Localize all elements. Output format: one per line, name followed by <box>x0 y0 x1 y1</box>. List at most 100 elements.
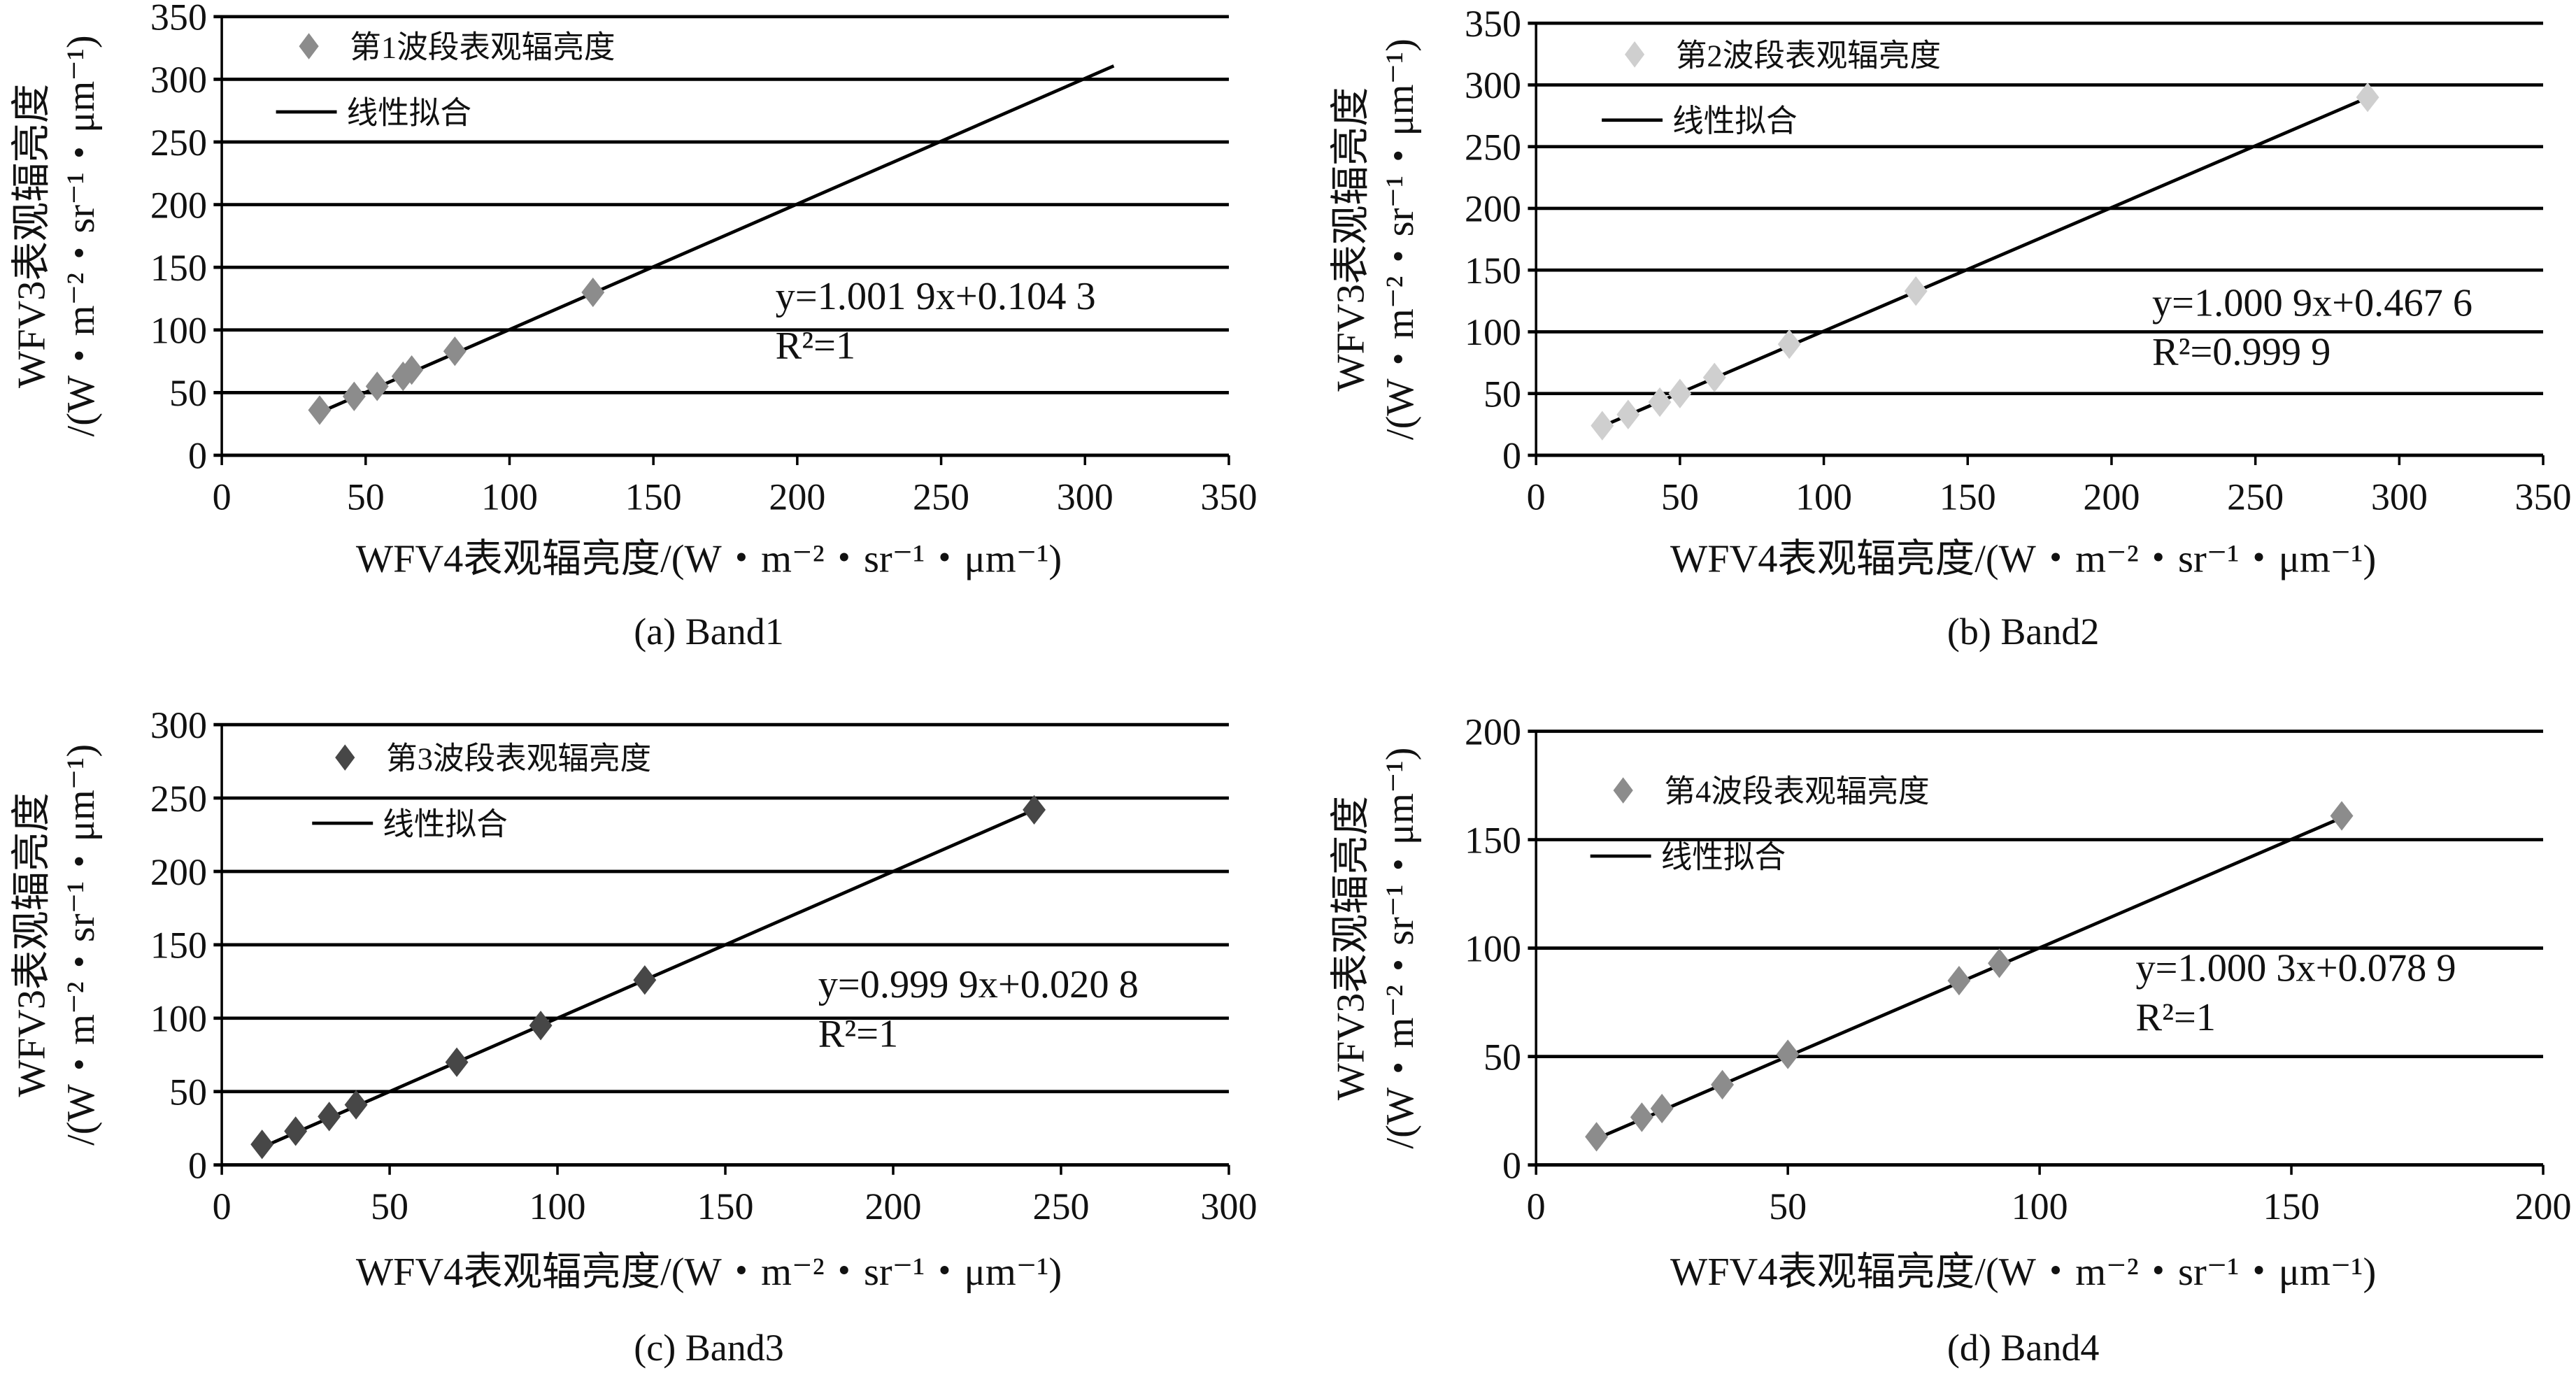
x-tick-label: 0 <box>1527 1185 1546 1227</box>
y-tick-label: 200 <box>150 851 207 893</box>
y-axis-label-line1: WFV3表观辐亮度 <box>10 84 53 388</box>
x-tick-label: 100 <box>1795 476 1852 518</box>
legend-fit-label: 线性拟合 <box>1661 840 1786 875</box>
data-point <box>633 965 657 995</box>
data-point <box>1650 1093 1674 1124</box>
y-tick-label: 200 <box>1465 188 1521 230</box>
x-tick-label: 0 <box>213 476 232 518</box>
x-tick-label: 250 <box>913 476 969 518</box>
legend-points-label: 第2波段表观辐亮度 <box>1676 38 1941 73</box>
chart-panel-2: 0 50 100 150 200 250 300 350 0 50 100 150 200 250 300 3… <box>1330 3 2572 653</box>
data-point <box>1777 329 1801 359</box>
x-tick-label: 50 <box>1661 476 1699 518</box>
legend-points-label: 第3波段表观辐亮度 <box>386 741 651 776</box>
y-tick-label: 0 <box>188 435 207 477</box>
data-point <box>1988 948 2011 978</box>
y-axis-label-line1: WFV3表观辐亮度 <box>1330 87 1373 391</box>
x-tick-label: 150 <box>2263 1185 2320 1227</box>
y-tick-label: 100 <box>1465 311 1521 353</box>
y-tick-label: 150 <box>150 925 207 967</box>
fit-equation: y=1.000 9x+0.467 6 <box>2152 281 2472 325</box>
x-tick-label: 350 <box>2515 476 2572 518</box>
data-point <box>1711 1069 1734 1100</box>
data-point <box>2330 801 2354 831</box>
x-tick-label: 150 <box>1940 476 1996 518</box>
x-tick-label: 200 <box>864 1185 921 1227</box>
y-tick-label: 150 <box>1465 250 1521 292</box>
panel-caption: (b) Band2 <box>1947 611 2100 653</box>
data-point <box>1904 276 1928 306</box>
x-axis-label: WFV4表观辐亮度/(W・m⁻²・sr⁻¹・μm⁻¹) <box>1670 1251 2376 1294</box>
data-point <box>1776 1039 1800 1069</box>
legend-fit-label: 线性拟合 <box>1672 104 1797 138</box>
y-axis-label-line1: WFV3表观辐亮度 <box>1330 796 1373 1100</box>
data-point <box>1702 362 1726 392</box>
fit-equation: y=1.000 3x+0.078 9 <box>2136 947 2456 990</box>
x-tick-label: 0 <box>1527 476 1546 518</box>
x-tick-label: 50 <box>371 1185 408 1227</box>
r-squared: R²=1 <box>776 324 855 367</box>
y-tick-label: 350 <box>1465 3 1521 45</box>
r-squared: R²=1 <box>818 1013 898 1056</box>
fit-line <box>1604 96 2369 427</box>
x-tick-label: 200 <box>2515 1185 2572 1227</box>
y-tick-label: 50 <box>1483 373 1521 415</box>
legend-marker <box>335 744 355 771</box>
data-point <box>342 381 366 411</box>
x-tick-label: 150 <box>697 1185 754 1227</box>
legend-fit-label: 线性拟合 <box>347 95 471 130</box>
x-tick-label: 300 <box>1200 1185 1257 1227</box>
data-point <box>1947 965 1971 996</box>
x-tick-label: 100 <box>481 476 538 518</box>
data-point <box>443 336 467 366</box>
y-axis-label-line2: /(W・m⁻²・sr⁻¹・μm⁻¹) <box>1379 748 1422 1149</box>
y-axis-label-line2: /(W・m⁻²・sr⁻¹・μm⁻¹) <box>1379 38 1422 440</box>
y-tick-label: 300 <box>150 59 207 101</box>
y-tick-label: 350 <box>150 0 207 38</box>
y-tick-label: 200 <box>1465 711 1521 753</box>
x-tick-label: 100 <box>529 1185 586 1227</box>
legend-fit-label: 线性拟合 <box>383 807 507 842</box>
data-point <box>400 355 424 385</box>
panel-caption: (d) Band4 <box>1947 1327 2100 1369</box>
y-axis-label-line2: /(W・m⁻²・sr⁻¹・μm⁻¹) <box>59 744 103 1146</box>
y-tick-label: 100 <box>150 998 207 1040</box>
legend-points-label: 第4波段表观辐亮度 <box>1664 774 1929 809</box>
y-axis-label-line1: WFV3表观辐亮度 <box>10 792 53 1097</box>
x-tick-label: 200 <box>2083 476 2140 518</box>
x-tick-label: 300 <box>2371 476 2428 518</box>
x-axis-label: WFV4表观辐亮度/(W・m⁻²・sr⁻¹・μm⁻¹) <box>356 1251 1062 1294</box>
x-axis-label: WFV4表观辐亮度/(W・m⁻²・sr⁻¹・μm⁻¹) <box>356 538 1062 581</box>
y-tick-label: 100 <box>1465 927 1521 969</box>
data-point <box>1616 399 1640 429</box>
data-point <box>308 395 332 425</box>
fit-equation: y=0.999 9x+0.020 8 <box>818 963 1139 1006</box>
x-tick-label: 350 <box>1200 476 1257 518</box>
data-point <box>1591 411 1614 441</box>
y-tick-label: 100 <box>150 310 207 352</box>
y-tick-label: 150 <box>1465 819 1521 861</box>
y-tick-label: 50 <box>169 1071 207 1113</box>
data-point <box>318 1102 341 1132</box>
x-tick-label: 100 <box>2012 1185 2068 1227</box>
chart-panel-1: 0 50 100 150 200 250 300 350 0 50 100 150 200 250 300 3… <box>10 0 1257 653</box>
legend-marker <box>299 33 319 59</box>
y-tick-label: 50 <box>1483 1036 1521 1078</box>
data-point <box>284 1116 308 1146</box>
data-point <box>445 1047 469 1077</box>
data-point <box>1585 1122 1609 1152</box>
data-point <box>1023 795 1046 825</box>
data-point <box>1630 1102 1653 1132</box>
r-squared: R²=0.999 9 <box>2152 331 2331 374</box>
legend-points-label: 第1波段表观辐亮度 <box>350 30 615 65</box>
y-tick-label: 0 <box>1502 435 1521 477</box>
y-tick-label: 250 <box>150 122 207 164</box>
y-axis-label-line2: /(W・m⁻²・sr⁻¹・μm⁻¹) <box>59 35 103 436</box>
y-tick-label: 0 <box>188 1144 207 1186</box>
panel-caption: (c) Band3 <box>634 1327 783 1369</box>
data-point <box>1648 387 1672 418</box>
legend-marker <box>1625 41 1645 68</box>
x-tick-label: 250 <box>2227 476 2284 518</box>
